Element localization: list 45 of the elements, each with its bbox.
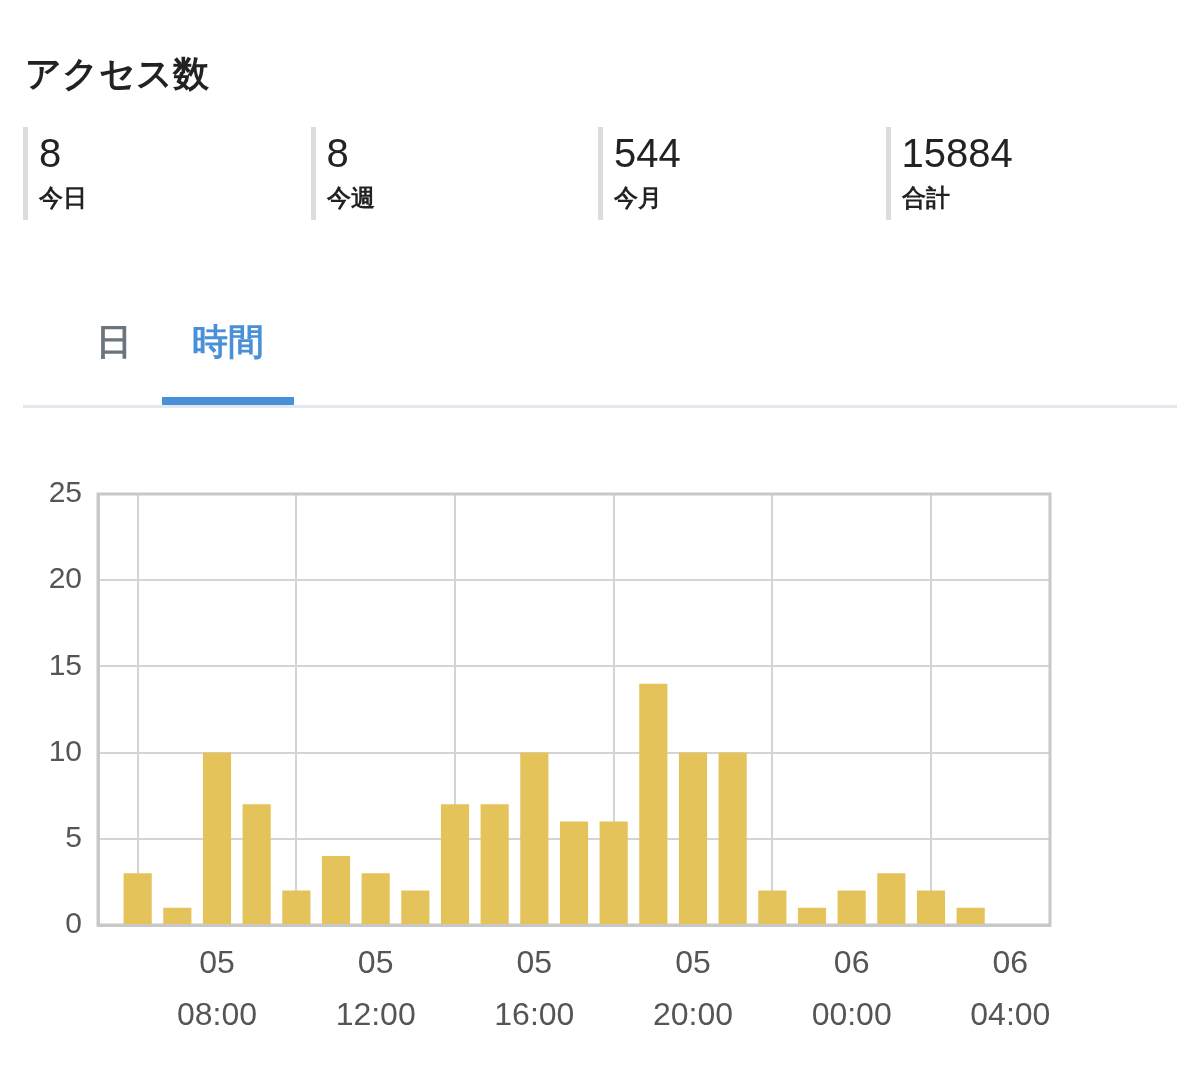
x-tick-label: 05 16:00 <box>494 944 575 1032</box>
y-tick-label: 15 <box>48 647 82 681</box>
bar <box>797 907 827 924</box>
y-tick-label: 25 <box>48 475 82 509</box>
bar <box>758 890 787 924</box>
bar <box>202 752 232 924</box>
y-tick-label: 5 <box>65 820 82 854</box>
bar <box>242 804 271 924</box>
bar <box>639 683 668 924</box>
x-tick-label: 05 12:00 <box>335 944 416 1032</box>
bar <box>837 890 866 924</box>
category-label: 今月 <box>614 183 662 213</box>
x-tick-label: 05 20:00 <box>652 944 734 1032</box>
category-label: 今週 <box>326 183 375 213</box>
bar <box>956 907 985 924</box>
bar <box>401 890 430 924</box>
text: 時間 <box>192 320 264 364</box>
bar <box>599 821 628 924</box>
bar <box>480 804 509 924</box>
category-label: 今日 <box>39 183 87 213</box>
bar <box>440 804 470 924</box>
bar <box>678 752 708 924</box>
x-tick-label: 06 04:00 <box>970 944 1051 1032</box>
data-label: 8 <box>326 130 349 176</box>
data-label: 544 <box>614 130 681 176</box>
bar <box>361 873 390 924</box>
bar <box>123 873 152 924</box>
text: アクセス数 <box>25 52 209 96</box>
x-tick-label: 05 08:00 <box>176 944 258 1032</box>
data-label: 8 <box>39 130 62 176</box>
bar <box>559 821 589 924</box>
bar <box>877 873 906 924</box>
data-label: 15884 <box>901 130 1013 176</box>
bar <box>916 890 946 924</box>
y-tick-label: 0 <box>65 906 82 940</box>
category-label: 合計 <box>901 183 950 213</box>
y-tick-label: 20 <box>48 561 82 595</box>
text: 日 <box>96 320 132 364</box>
x-tick-label: 06 00:00 <box>811 944 892 1032</box>
bar <box>321 856 351 924</box>
bar <box>718 752 747 924</box>
y-tick-label: 10 <box>48 733 82 767</box>
bar <box>282 890 311 924</box>
bar <box>163 907 192 924</box>
bar <box>520 752 549 924</box>
